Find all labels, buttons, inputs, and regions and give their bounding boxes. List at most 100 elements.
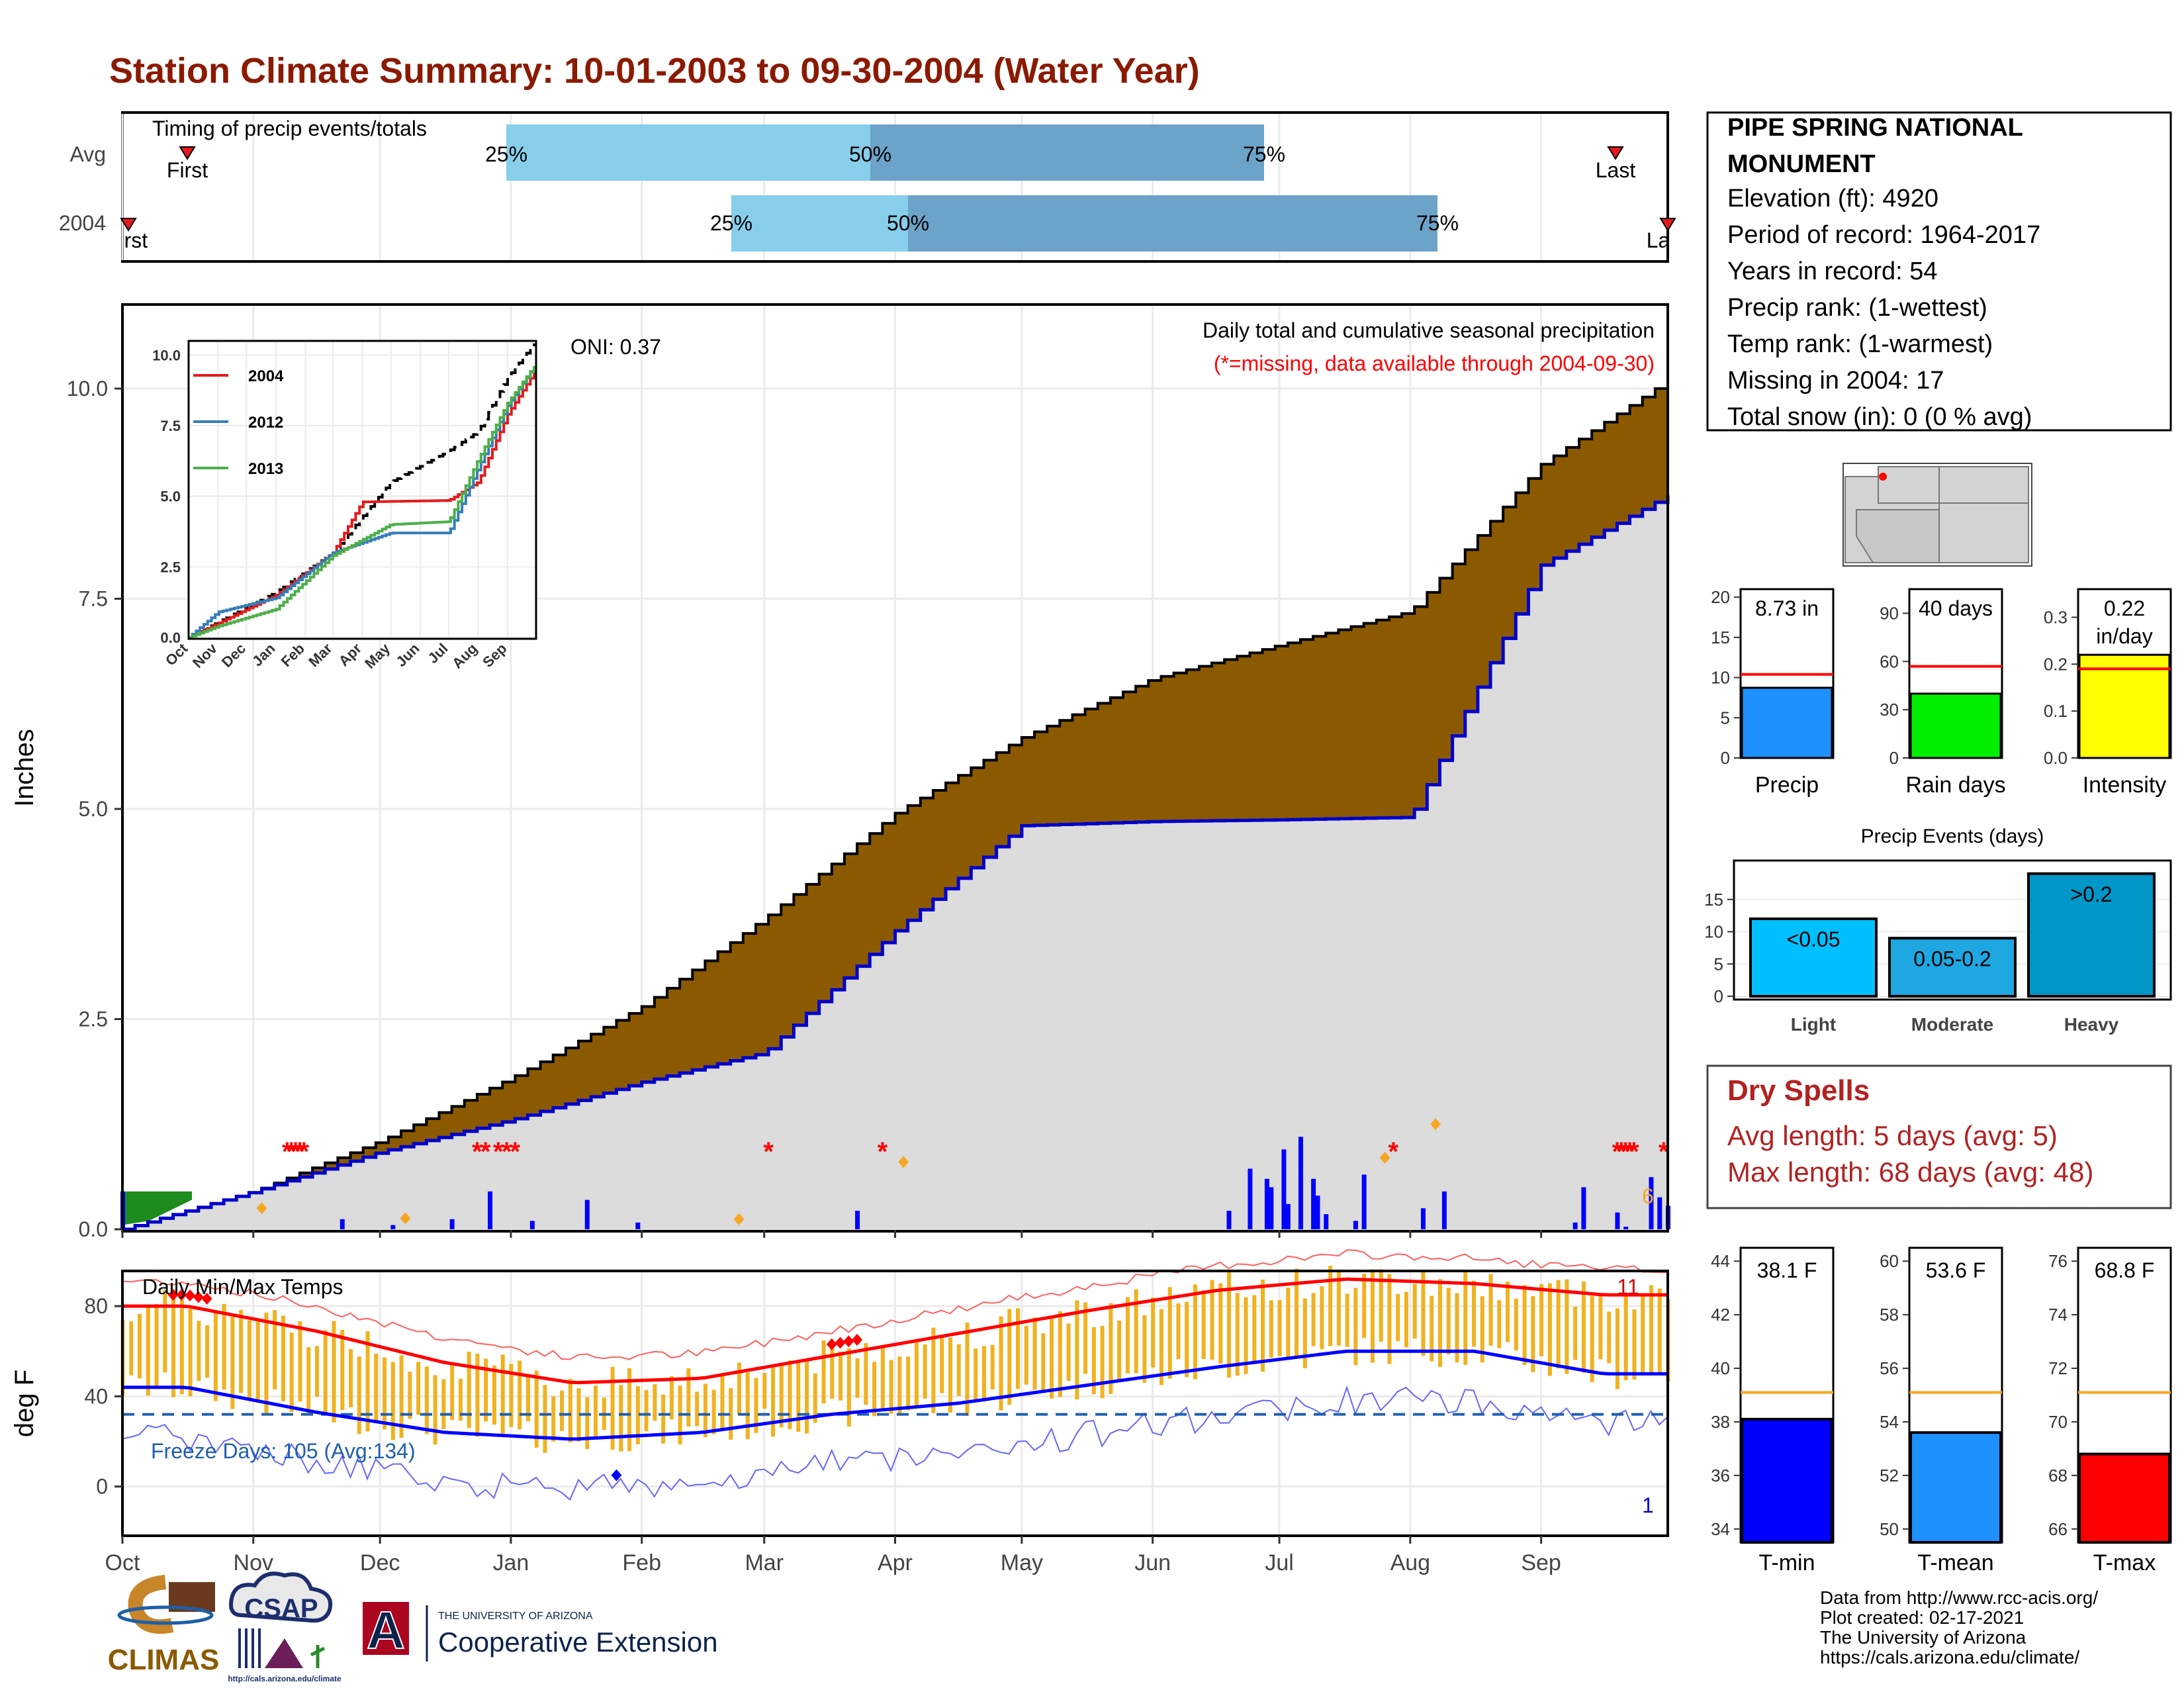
temp-y-tick-label: 0 xyxy=(96,1475,108,1499)
daily-temp-bar xyxy=(416,1362,421,1415)
daily-temp-bar xyxy=(1488,1274,1493,1346)
daily-temp-bar xyxy=(1066,1323,1071,1381)
events-bar xyxy=(2027,872,2156,998)
temp-y-tick-label: 40 xyxy=(84,1384,108,1408)
daily-temp-bar xyxy=(846,1348,851,1427)
rank-marker xyxy=(1379,1152,1390,1164)
daily-temp-bar xyxy=(635,1385,640,1444)
csap-mountain-icon xyxy=(265,1638,303,1668)
missing-day-marker: * xyxy=(510,1137,521,1166)
temp-summary-tick-label: 70 xyxy=(2048,1412,2068,1432)
dry-spells-avg-length: Avg length: 5 days (avg: 5) xyxy=(1727,1120,2058,1151)
cumulative-obs-line xyxy=(122,495,1670,1231)
temp-y-tick-label: 80 xyxy=(84,1294,108,1318)
cumulative-early-surplus-area xyxy=(122,1191,192,1225)
daily-temp-bar xyxy=(1100,1326,1105,1399)
daily-temp-bar xyxy=(1539,1284,1544,1356)
daily-precip-bar xyxy=(1361,1174,1367,1229)
summary-bar-tick-label: 0.1 xyxy=(2044,701,2068,721)
daily-temp-bar xyxy=(1032,1317,1037,1390)
month-tick-label: Sep xyxy=(1521,1550,1561,1575)
timing-avg-last-marker xyxy=(1607,146,1624,160)
oni-label: ONI: 0.37 xyxy=(570,335,661,359)
daily-temp-bar xyxy=(273,1310,277,1389)
daily-temp-bar xyxy=(1058,1311,1062,1397)
daily-temp-bar xyxy=(1565,1279,1569,1374)
summary-bar-tick-label: 30 xyxy=(1880,700,1899,720)
summary-bar-tick-label: 60 xyxy=(1880,651,1899,671)
timing-avg-q75: 75% xyxy=(1243,142,1285,166)
daily-temp-bar xyxy=(669,1376,674,1420)
summary-bar-value xyxy=(1741,686,1833,759)
temp-summary-bar xyxy=(1741,1417,1833,1544)
daily-temp-bar xyxy=(796,1362,801,1432)
daily-temp-bar xyxy=(1024,1325,1028,1385)
daily-temp-bar xyxy=(323,1330,328,1415)
events-bar-label: Moderate xyxy=(1911,1014,1993,1035)
dry-spells-box: Dry Spells Avg length: 5 days (avg: 5) M… xyxy=(1706,1064,2172,1209)
precip-missing-note: (*=missing, data available through 2004-… xyxy=(1214,352,1655,375)
daily-temp-bar xyxy=(1370,1269,1375,1363)
summary-bar-value-unit: in/day xyxy=(2096,624,2152,648)
daily-temp-bar xyxy=(940,1337,944,1393)
daily-precip-bar xyxy=(1623,1227,1629,1229)
events-bar xyxy=(1888,937,2017,998)
dry-spells-border xyxy=(1706,1064,2172,1209)
missing-day-marker: * xyxy=(295,1137,305,1166)
daily-temp-bar xyxy=(1201,1290,1206,1359)
daily-temp-bar xyxy=(661,1394,666,1444)
daily-temp-bar xyxy=(576,1388,581,1442)
month-tick-label: Apr xyxy=(878,1550,913,1575)
state-shape-new-mexico xyxy=(1938,502,2029,563)
summary-bar-value-label: 40 days xyxy=(1919,596,1993,620)
daily-precip-bar xyxy=(1441,1191,1447,1229)
daily-temp-bar xyxy=(889,1360,893,1414)
daily-temp-bar xyxy=(289,1333,294,1412)
events-bar-value-label: >0.2 xyxy=(2070,882,2112,906)
daily-temp-bar xyxy=(1167,1287,1172,1379)
temp-record-markers xyxy=(167,1289,863,1481)
daily-temp-bar xyxy=(171,1289,176,1397)
daily-temp-bar xyxy=(1657,1288,1662,1373)
daily-temp-bar xyxy=(990,1344,995,1390)
timing-avg-first-marker xyxy=(179,146,196,160)
precip-caption: Daily total and cumulative seasonal prec… xyxy=(1203,318,1655,342)
daily-temp-bar xyxy=(880,1346,885,1409)
summary-bar-label: Rain days xyxy=(1905,773,2005,798)
daily-temp-bar xyxy=(779,1365,784,1428)
daily-temp-bar xyxy=(213,1312,218,1401)
daily-precip-bar xyxy=(1226,1211,1232,1229)
daily-temp-bar xyxy=(1050,1316,1054,1399)
rank-marker xyxy=(400,1212,411,1225)
summary-bar-value xyxy=(2078,653,2171,759)
daily-temp-bar xyxy=(433,1375,437,1445)
climas-logo-arc xyxy=(128,1575,174,1634)
record-low-marker xyxy=(611,1469,622,1481)
ua-logo-block xyxy=(363,1602,409,1655)
station-snow: Total snow (in): 0 (0 % avg) xyxy=(1727,403,2032,431)
events-bar-value-label: 0.05-0.2 xyxy=(1913,947,1991,970)
timing-avg-q25: 25% xyxy=(485,142,527,166)
daily-temp-bar xyxy=(1185,1301,1189,1378)
daily-temp-bar xyxy=(1497,1300,1502,1348)
daily-temp-bar xyxy=(408,1372,412,1419)
rank-markers xyxy=(256,1118,1441,1225)
daily-temp-bar xyxy=(1091,1327,1096,1395)
temp-summary-label: T-min xyxy=(1759,1550,1815,1575)
footer-credits: Data from http://www.rcc-acis.org/ Plot … xyxy=(1820,1587,2098,1667)
daily-temp-bar xyxy=(239,1309,244,1393)
daily-precip-bar xyxy=(390,1225,396,1229)
daily-precip-bar xyxy=(1581,1187,1586,1229)
daily-temp-bar xyxy=(1007,1309,1012,1405)
timing-avg-q50: 50% xyxy=(849,142,891,166)
inset-y-tick-label: 7.5 xyxy=(160,418,181,434)
rank-marker xyxy=(733,1213,745,1225)
station-name-line1: PIPE SPRING NATIONAL xyxy=(1727,114,2023,142)
summary-bar-tick-label: 10 xyxy=(1711,668,1730,688)
daily-temp-bar xyxy=(154,1303,159,1388)
daily-temp-bar xyxy=(1404,1291,1408,1348)
month-tick-label: Oct xyxy=(105,1550,140,1575)
state-shape-arizona xyxy=(1856,509,1940,563)
daily-temp-bar xyxy=(500,1354,505,1434)
daily-temp-bar xyxy=(1244,1297,1248,1374)
